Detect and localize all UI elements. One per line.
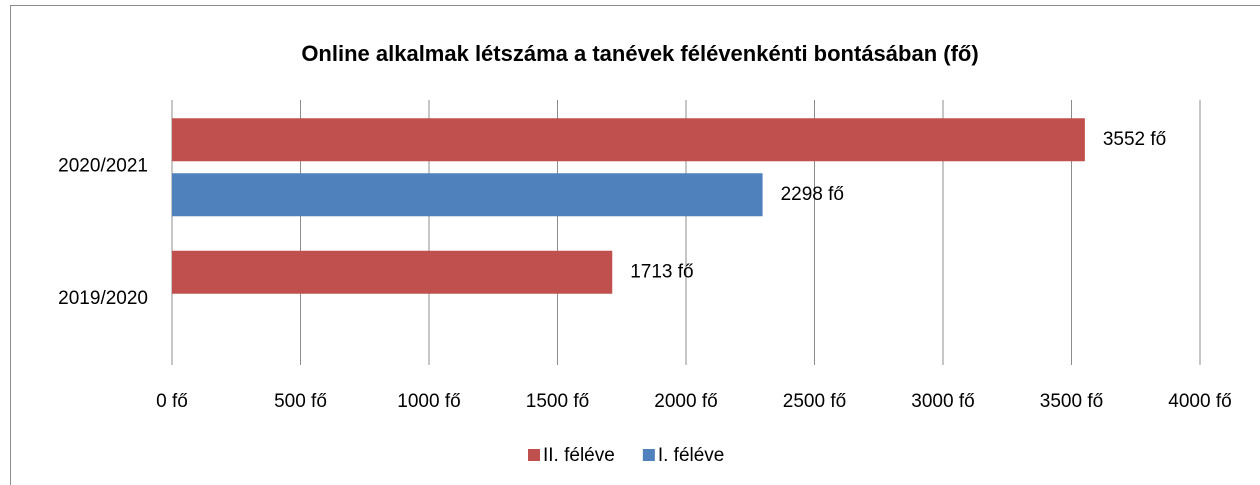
legend-label: I. féléve <box>658 445 725 466</box>
x-tick-label: 1500 fő <box>526 391 589 412</box>
bar <box>172 250 613 294</box>
data-label: 1713 fő <box>630 261 693 282</box>
x-tick-label: 2500 fő <box>783 391 846 412</box>
data-label: 2298 fő <box>781 184 844 205</box>
data-label: 3552 fő <box>1103 129 1166 150</box>
bar <box>172 173 763 217</box>
x-tick-label: 1000 fő <box>397 391 460 412</box>
x-tick-label: 500 fő <box>274 391 327 412</box>
x-tick-label: 3500 fő <box>1040 391 1103 412</box>
y-tick-label: 2019/2020 <box>58 288 148 309</box>
legend-swatch <box>528 449 540 461</box>
x-tick-label: 4000 fő <box>1168 391 1231 412</box>
chart-title: Online alkalmak létszáma a tanévek félév… <box>301 41 978 66</box>
bar <box>172 118 1085 162</box>
y-tick-label: 2020/2021 <box>58 155 148 176</box>
x-tick-label: 0 fő <box>156 391 188 412</box>
x-tick-label: 2000 fő <box>654 391 717 412</box>
legend-swatch <box>642 449 655 461</box>
chart-frame <box>10 5 1260 485</box>
x-tick-label: 3000 fő <box>911 391 974 412</box>
legend-label: II. féléve <box>543 445 615 466</box>
